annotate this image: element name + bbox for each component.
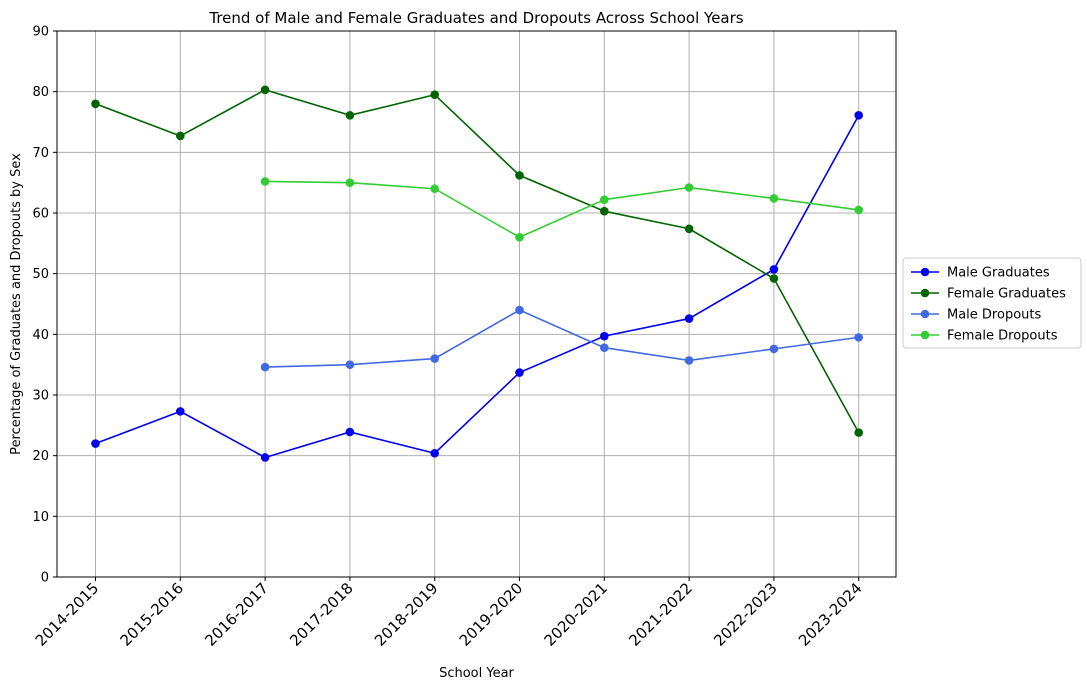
data-point (430, 90, 440, 99)
data-point (260, 85, 270, 95)
legend-frame (902, 257, 1082, 349)
series-line (265, 309, 859, 368)
data-point (854, 111, 863, 120)
y-tick-label: 70 (32, 146, 49, 161)
x-tick-label: 2020-2021 (541, 579, 612, 650)
data-point (345, 427, 355, 437)
y-axis-label: Percentage of Graduates and Dropouts by … (9, 153, 24, 455)
legend-marker (920, 330, 930, 340)
x-tick-label: 2017-2018 (286, 579, 357, 650)
data-point (684, 356, 694, 365)
legend-item: Male Dropouts (911, 308, 1041, 323)
data-point (345, 360, 355, 369)
series-line (95, 114, 860, 459)
data-point (769, 194, 779, 203)
grid (57, 30, 896, 578)
data-point (176, 131, 185, 141)
data-point (600, 195, 609, 204)
y-axis: 0 10 20 30 40 50 60 70 80 90 (32, 25, 57, 586)
x-tick-label: 2023-2024 (795, 579, 866, 650)
data-point (260, 177, 270, 186)
y-tick-label: 0 (41, 571, 49, 586)
x-axis-label: School Year (439, 666, 514, 681)
legend-marker (920, 288, 930, 298)
legend-marker (920, 309, 930, 319)
x-tick-label: 2015-2016 (117, 579, 188, 650)
series-male-graduates (91, 111, 863, 462)
y-tick-label: 30 (32, 389, 49, 404)
x-tick-label: 2019-2020 (456, 579, 527, 650)
series-male-dropouts (260, 305, 863, 372)
y-tick-label: 80 (32, 85, 49, 100)
data-point (91, 99, 100, 109)
data-point (91, 439, 100, 448)
data-point (854, 205, 863, 215)
data-point (600, 206, 609, 216)
legend: Male Graduates Female Graduates Male Dropo… (902, 257, 1082, 349)
data-point (515, 305, 524, 315)
data-point (260, 453, 270, 462)
data-point (345, 111, 355, 120)
data-point (515, 232, 524, 242)
legend-marker (920, 267, 930, 277)
data-point (600, 331, 609, 341)
y-tick-label: 90 (32, 25, 49, 40)
x-tick-label: 2014-2015 (32, 579, 103, 650)
series-female-dropouts (260, 177, 863, 242)
series-line (95, 88, 860, 433)
series-line (265, 180, 859, 239)
data-point (769, 265, 779, 274)
y-tick-label: 50 (32, 267, 49, 282)
legend-label: Female Dropouts (947, 329, 1058, 344)
data-point (430, 354, 440, 363)
series-layer (91, 85, 863, 462)
data-point (769, 344, 779, 354)
data-point (684, 183, 694, 192)
y-tick-label: 40 (32, 328, 49, 343)
data-point (854, 333, 863, 342)
series-female-graduates (91, 85, 863, 437)
legend-label: Female Graduates (947, 287, 1066, 302)
data-point (430, 184, 440, 194)
legend-item: Female Graduates (911, 287, 1066, 302)
y-tick-label: 20 (32, 449, 49, 464)
y-tick-label: 60 (32, 207, 49, 222)
y-tick-label: 10 (32, 510, 49, 525)
data-point (345, 178, 355, 187)
data-point (430, 448, 440, 458)
data-point (600, 343, 609, 352)
x-axis: 2014-2015 2015-2016 2016-2017 2017-2018 2018… (32, 577, 866, 650)
data-point (684, 224, 694, 234)
data-point (176, 407, 185, 416)
data-point (260, 362, 270, 372)
legend-label: Male Dropouts (947, 308, 1041, 323)
data-point (854, 428, 863, 437)
legend-label: Male Graduates (947, 266, 1050, 281)
data-point (684, 314, 694, 323)
chart-title: Trend of Male and Female Graduates and D… (208, 9, 743, 27)
x-tick-label: 2021-2022 (625, 579, 696, 650)
x-tick-label: 2016-2017 (201, 579, 272, 650)
data-point (515, 368, 524, 377)
legend-item: Female Dropouts (911, 329, 1058, 344)
legend-item: Male Graduates (911, 266, 1050, 281)
data-point (769, 274, 779, 283)
data-point (515, 171, 524, 180)
x-tick-label: 2022-2023 (710, 579, 781, 650)
plot-area-border (56, 30, 897, 578)
x-tick-label: 2018-2019 (371, 579, 442, 650)
